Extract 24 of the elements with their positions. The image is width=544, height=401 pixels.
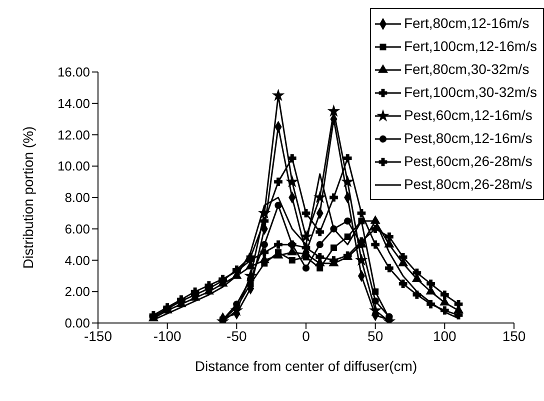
y-tick-label: 16.00 <box>57 64 90 80</box>
legend-label: Pest,60cm,12-16m/s <box>404 106 532 125</box>
legend-label: Fert,80cm,30-32m/s <box>404 60 530 79</box>
legend-label: Pest,60cm,26-28m/s <box>404 152 532 171</box>
y-tick-label: 2.00 <box>64 284 90 300</box>
y-tick-label: 14.00 <box>57 96 90 111</box>
x-tick-label: -50 <box>226 328 247 344</box>
y-tick-label: 4.00 <box>64 252 90 268</box>
legend-label: Pest,80cm,26-28m/s <box>404 175 532 194</box>
y-tick-label: 12.00 <box>57 127 90 142</box>
y-axis-title: Distribution portion (%) <box>20 126 36 269</box>
y-tick-label: 6.00 <box>64 221 90 236</box>
legend-label: Fert,100cm,12-16m/s <box>404 37 537 56</box>
x-axis-title: Distance from center of diffuser(cm) <box>194 358 418 374</box>
y-tick-label: 8.00 <box>64 190 90 206</box>
x-tick-label: 100 <box>432 328 457 344</box>
legend-label: Fert,100cm,30-32m/s <box>404 83 537 102</box>
x-tick-label: 150 <box>502 328 526 344</box>
legend-label: Fert,80cm,12-16m/s <box>404 14 530 33</box>
y-tick-label: 10.00 <box>57 158 90 174</box>
x-tick-label: -100 <box>153 328 182 344</box>
x-tick-label: 0 <box>302 328 310 344</box>
x-tick-label: 50 <box>368 328 384 344</box>
legend-label: Pest,80cm,12-16m/s <box>404 129 532 148</box>
